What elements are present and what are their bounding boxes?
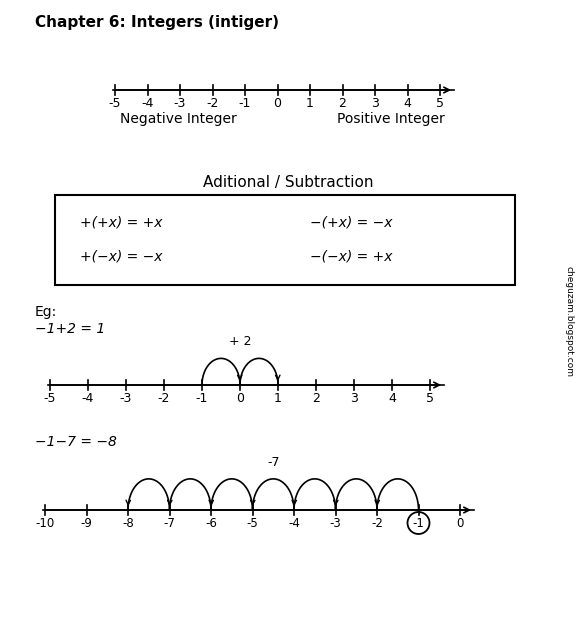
- Text: -4: -4: [82, 392, 94, 405]
- Text: -2: -2: [371, 517, 383, 530]
- Text: 4: 4: [388, 392, 396, 405]
- Text: -3: -3: [174, 97, 186, 110]
- Text: 1: 1: [306, 97, 314, 110]
- Text: −(+x) = −x: −(+x) = −x: [310, 216, 392, 230]
- Text: 3: 3: [371, 97, 379, 110]
- Text: 5: 5: [436, 97, 444, 110]
- Text: -7: -7: [267, 456, 279, 469]
- Text: -1: -1: [413, 517, 425, 530]
- Text: -1: -1: [239, 97, 251, 110]
- Text: +(−x) = −x: +(−x) = −x: [80, 250, 163, 264]
- Text: -5: -5: [44, 392, 56, 405]
- Text: -6: -6: [205, 517, 217, 530]
- Text: -9: -9: [81, 517, 92, 530]
- Text: −1+2 = 1: −1+2 = 1: [35, 322, 105, 336]
- Text: −(−x) = +x: −(−x) = +x: [310, 250, 392, 264]
- Text: 3: 3: [350, 392, 358, 405]
- Text: + 2: + 2: [228, 336, 251, 349]
- Text: 0: 0: [273, 97, 282, 110]
- Text: -10: -10: [35, 517, 55, 530]
- Text: Aditional / Subtraction: Aditional / Subtraction: [203, 175, 374, 190]
- Text: -2: -2: [207, 97, 219, 110]
- Bar: [55, 195, 515, 285]
- Text: -5: -5: [246, 517, 258, 530]
- Text: +(+x) = +x: +(+x) = +x: [80, 216, 163, 230]
- Text: -1: -1: [196, 392, 208, 405]
- Text: Chapter 6: Integers (intiger): Chapter 6: Integers (intiger): [35, 15, 279, 30]
- Text: 2: 2: [312, 392, 320, 405]
- Text: 0: 0: [456, 517, 464, 530]
- Text: cheguzam.blogspot.com: cheguzam.blogspot.com: [564, 266, 574, 377]
- Text: -5: -5: [108, 97, 121, 110]
- Text: Negative Integer: Negative Integer: [120, 112, 237, 126]
- Text: -4: -4: [141, 97, 153, 110]
- Text: 1: 1: [274, 392, 282, 405]
- Text: 2: 2: [339, 97, 346, 110]
- Text: Eg:: Eg:: [35, 305, 57, 319]
- Text: -3: -3: [120, 392, 132, 405]
- Text: −1−7 = −8: −1−7 = −8: [35, 435, 117, 449]
- Text: 0: 0: [236, 392, 244, 405]
- Text: 5: 5: [426, 392, 434, 405]
- Text: -3: -3: [329, 517, 342, 530]
- Text: -7: -7: [163, 517, 175, 530]
- Text: -2: -2: [158, 392, 170, 405]
- Text: Positive Integer: Positive Integer: [337, 112, 445, 126]
- Text: -8: -8: [122, 517, 134, 530]
- Text: -4: -4: [288, 517, 300, 530]
- Text: 4: 4: [403, 97, 411, 110]
